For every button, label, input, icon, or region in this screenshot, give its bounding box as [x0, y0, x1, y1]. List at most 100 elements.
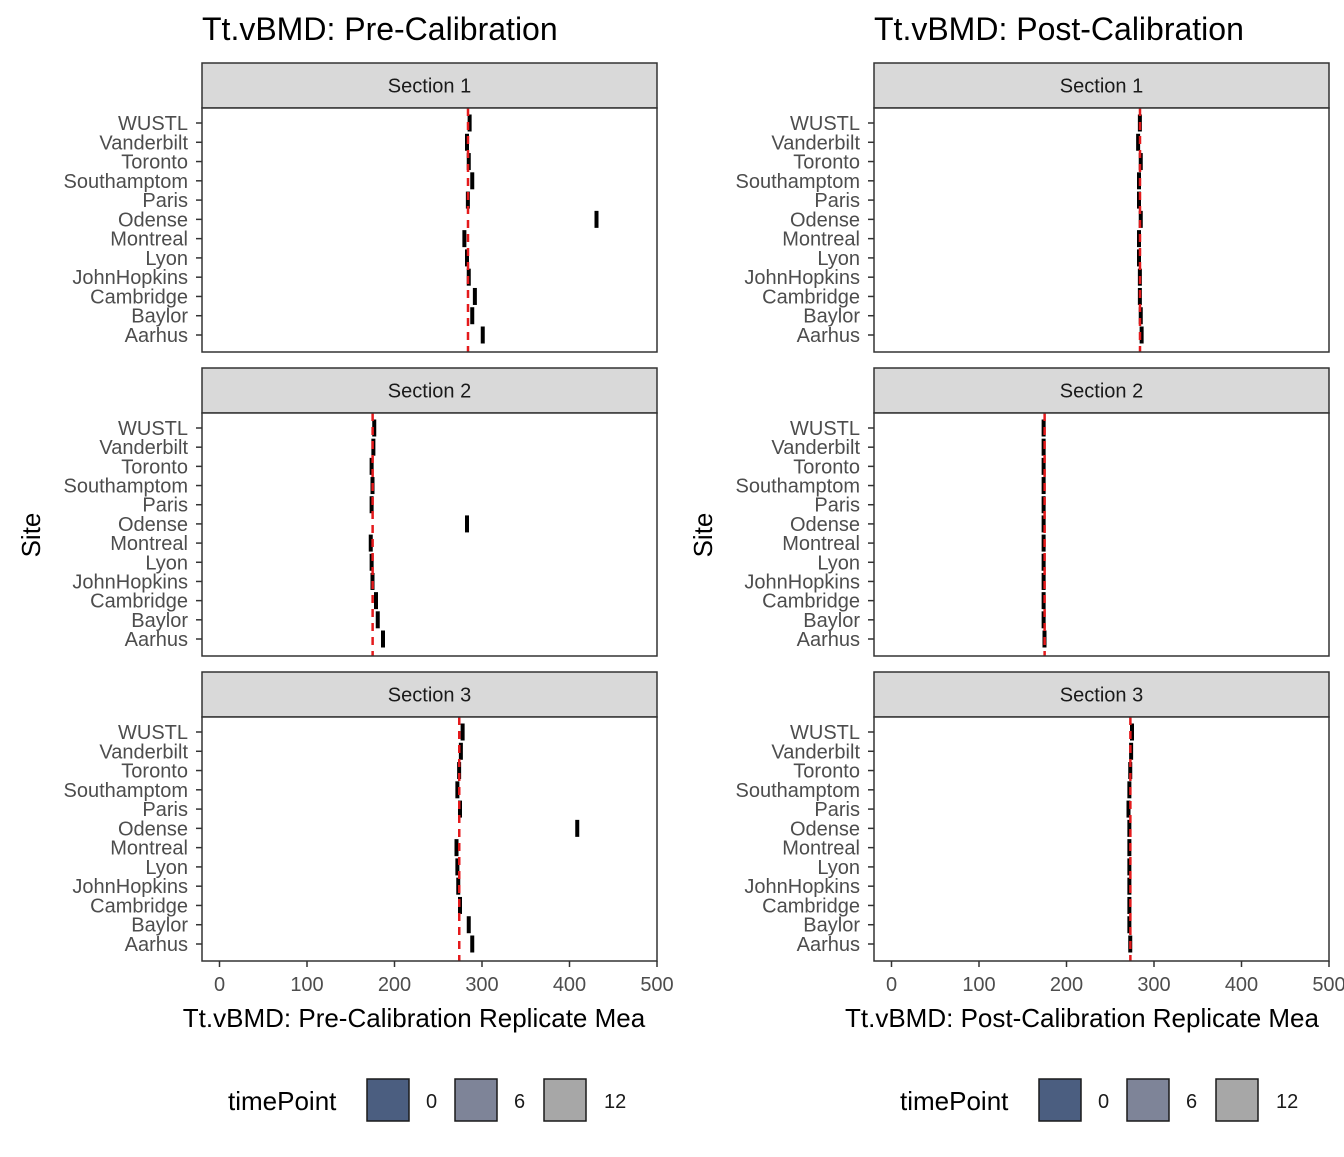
legend-title: timePoint — [900, 1086, 1009, 1116]
bar — [1138, 307, 1143, 325]
y-tick-label: Vanderbilt — [771, 132, 860, 154]
panel-border — [873, 716, 1330, 962]
bar — [454, 839, 459, 857]
y-tick-label: Baylor — [803, 915, 860, 937]
panel-background — [202, 717, 657, 961]
y-tick-label: WUSTL — [118, 113, 188, 135]
facet-strip — [873, 62, 1330, 109]
bar — [1138, 210, 1143, 228]
y-tick-label: Cambridge — [762, 895, 860, 917]
y-tick-label: Lyon — [145, 552, 188, 574]
panel-background — [202, 108, 657, 352]
y-tick-label: WUSTL — [790, 113, 860, 135]
y-tick-label: Cambridge — [90, 591, 188, 613]
y-tick-label: Lyon — [817, 552, 860, 574]
facet-strip — [201, 367, 658, 414]
y-tick-label: Lyon — [145, 857, 188, 879]
y-tick-label: Baylor — [131, 306, 188, 328]
y-axis-title: Site — [16, 513, 46, 558]
bar — [368, 534, 373, 552]
y-tick-label: Toronto — [121, 152, 188, 174]
facet-strip-label: Section 2 — [388, 381, 471, 403]
y-tick-label: Vanderbilt — [771, 741, 860, 763]
bar — [470, 935, 475, 953]
y-tick-label: Odense — [118, 514, 188, 536]
bar — [1130, 723, 1134, 741]
bar — [458, 742, 463, 760]
y-tick-label: Odense — [790, 209, 860, 231]
y-tick-label: Aarhus — [797, 325, 860, 347]
bar — [1137, 191, 1141, 209]
y-tick-label: Odense — [790, 514, 860, 536]
bar — [1139, 326, 1144, 344]
bar — [470, 172, 475, 190]
legend-key — [1126, 1078, 1170, 1122]
y-tick-label: Baylor — [131, 610, 188, 632]
legend-label: 0 — [426, 1091, 437, 1113]
panel-border — [873, 107, 1330, 353]
y-tick-label: Baylor — [803, 306, 860, 328]
bar — [1137, 249, 1141, 267]
bar — [470, 307, 475, 325]
legend-key — [454, 1078, 498, 1122]
y-tick-label: Aarhus — [125, 325, 188, 347]
bar — [458, 800, 462, 818]
y-tick-label: Montreal — [110, 229, 188, 251]
legend-key — [1038, 1078, 1082, 1122]
x-tick-label: 200 — [378, 974, 411, 996]
bar — [480, 326, 485, 344]
y-tick-label: Baylor — [803, 610, 860, 632]
panel-background — [874, 717, 1329, 961]
x-tick-label: 100 — [290, 974, 323, 996]
legend-key — [366, 1078, 410, 1122]
y-tick-label: Paris — [142, 799, 188, 821]
y-tick-label: JohnHopkins — [744, 876, 860, 898]
bar — [575, 819, 580, 837]
bar — [465, 191, 470, 209]
y-tick-label: Aarhus — [125, 629, 188, 651]
panel-background — [874, 413, 1329, 656]
y-tick-label: WUSTL — [118, 722, 188, 744]
y-tick-label: Aarhus — [797, 629, 860, 651]
bar — [1126, 800, 1131, 818]
chart-title: Tt.vBMD: Pre-Calibration — [202, 11, 558, 47]
y-tick-label: Montreal — [782, 838, 860, 860]
x-tick-label: 300 — [1137, 974, 1170, 996]
bar — [462, 230, 467, 248]
y-tick-label: Odense — [790, 818, 860, 840]
bar — [1136, 133, 1141, 151]
y-tick-label: Southamptom — [735, 171, 860, 193]
y-tick-label: Vanderbilt — [99, 437, 188, 459]
bar — [1041, 515, 1046, 533]
bar — [465, 515, 469, 533]
panel-background — [874, 108, 1329, 352]
y-tick-label: Southamptom — [63, 780, 188, 802]
bar — [465, 249, 469, 267]
y-tick-label: Toronto — [121, 456, 188, 478]
legend-label: 12 — [1276, 1091, 1298, 1113]
facet-strip — [201, 62, 658, 109]
legend-key — [543, 1078, 587, 1122]
y-tick-label: WUSTL — [790, 722, 860, 744]
bar — [594, 210, 599, 228]
bar — [1041, 611, 1046, 629]
y-tick-label: Cambridge — [762, 286, 860, 308]
y-tick-label: Lyon — [817, 857, 860, 879]
y-tick-label: Cambridge — [90, 895, 188, 917]
facet-strip — [873, 367, 1330, 414]
facet-strip — [201, 671, 658, 718]
y-tick-label: Paris — [814, 799, 860, 821]
bar — [1128, 762, 1133, 780]
legend-key — [1215, 1078, 1259, 1122]
y-tick-label: Aarhus — [125, 934, 188, 956]
x-tick-label: 500 — [1312, 974, 1344, 996]
facet-strip-label: Section 1 — [1060, 76, 1143, 98]
bar — [1041, 457, 1046, 475]
bar — [369, 457, 374, 475]
y-tick-label: Toronto — [793, 761, 860, 783]
y-tick-label: Paris — [142, 190, 188, 212]
bar — [466, 916, 471, 934]
y-tick-label: Cambridge — [90, 286, 188, 308]
y-tick-label: Montreal — [110, 533, 188, 555]
